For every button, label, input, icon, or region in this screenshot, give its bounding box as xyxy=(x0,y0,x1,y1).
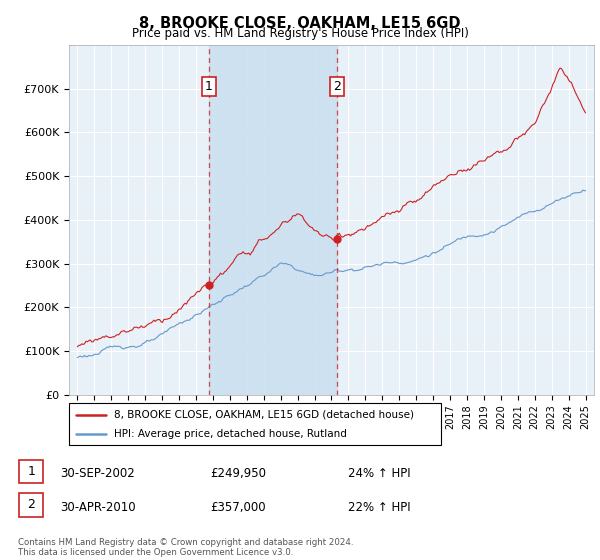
Text: 24% ↑ HPI: 24% ↑ HPI xyxy=(348,467,410,480)
Text: 30-APR-2010: 30-APR-2010 xyxy=(60,501,136,514)
Text: 8, BROOKE CLOSE, OAKHAM, LE15 6GD (detached house): 8, BROOKE CLOSE, OAKHAM, LE15 6GD (detac… xyxy=(113,409,413,419)
Text: 1: 1 xyxy=(205,80,212,94)
Text: 8, BROOKE CLOSE, OAKHAM, LE15 6GD: 8, BROOKE CLOSE, OAKHAM, LE15 6GD xyxy=(139,16,461,31)
Text: £249,950: £249,950 xyxy=(210,467,266,480)
Text: 2: 2 xyxy=(27,498,35,511)
Text: Price paid vs. HM Land Registry's House Price Index (HPI): Price paid vs. HM Land Registry's House … xyxy=(131,27,469,40)
Text: HPI: Average price, detached house, Rutland: HPI: Average price, detached house, Rutl… xyxy=(113,429,347,439)
Text: 22% ↑ HPI: 22% ↑ HPI xyxy=(348,501,410,514)
Text: £357,000: £357,000 xyxy=(210,501,266,514)
Bar xyxy=(209,45,337,395)
Text: 2: 2 xyxy=(333,80,341,94)
Text: 1: 1 xyxy=(27,465,35,478)
Text: 30-SEP-2002: 30-SEP-2002 xyxy=(60,467,135,480)
Text: Contains HM Land Registry data © Crown copyright and database right 2024.
This d: Contains HM Land Registry data © Crown c… xyxy=(18,538,353,557)
